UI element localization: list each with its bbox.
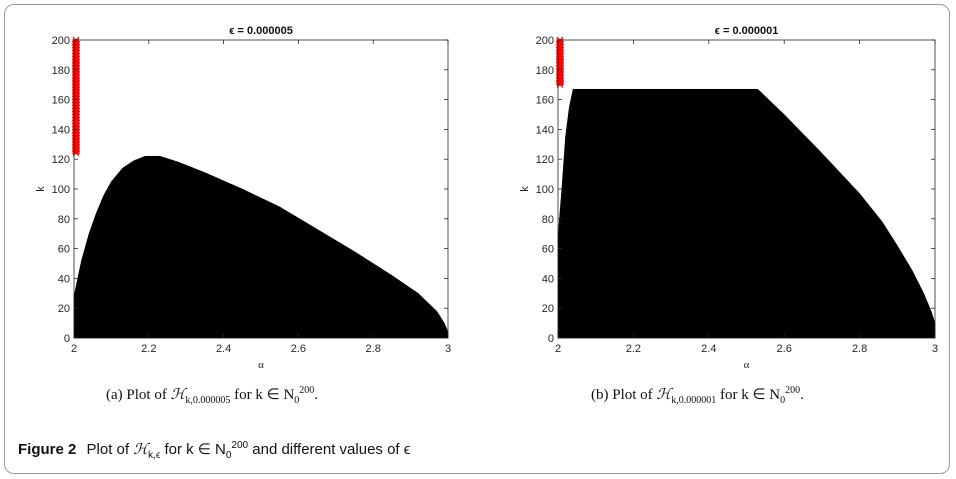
x-axis-label: α: [744, 359, 750, 371]
x-tick-label: 2.4: [216, 343, 231, 355]
x-tick-label: 2.2: [626, 343, 641, 355]
y-tick-label: 20: [58, 303, 70, 315]
y-tick-label: 140: [52, 124, 70, 136]
y-tick-label: 80: [58, 214, 70, 226]
x-tick-label: 2.6: [777, 343, 792, 355]
y-tick-label: 180: [536, 65, 554, 77]
x-tick-label: 3: [445, 343, 451, 355]
x-tick-label: 2.8: [852, 343, 867, 355]
figure-caption: Figure 2 Plot of ℋk,ϵ for k ∈ N0200 and …: [18, 440, 411, 461]
x-tick-label: 2.4: [701, 343, 716, 355]
y-tick-label: 200: [52, 35, 70, 47]
figure-label: Figure 2: [18, 441, 77, 458]
subcaption-a: (a) Plot of ℋk,0.000005 for k ∈ N0200.: [106, 385, 319, 406]
y-tick-label: 40: [58, 273, 70, 285]
y-tick-label: 40: [542, 273, 554, 285]
y-tick-label: 100: [536, 184, 554, 196]
y-axis-label: k: [35, 186, 47, 192]
x-axis-label: α: [258, 359, 264, 371]
y-tick-label: 0: [64, 333, 70, 345]
x-tick-label: 2: [555, 343, 561, 355]
x-tick-label: 2: [71, 343, 77, 355]
y-tick-label: 160: [52, 95, 70, 107]
chart-title: ϵ = 0.000001: [715, 25, 779, 37]
filled-region: [73, 155, 449, 339]
y-tick-label: 120: [536, 154, 554, 166]
chart-title: ϵ = 0.000005: [229, 25, 293, 37]
y-axis-label: k: [519, 186, 531, 192]
y-tick-label: 100: [52, 184, 70, 196]
y-tick-label: 180: [52, 65, 70, 77]
y-tick-label: 80: [542, 214, 554, 226]
x-tick-label: 3: [932, 343, 938, 355]
x-tick-label: 2.2: [141, 343, 156, 355]
y-tick-label: 20: [542, 303, 554, 315]
y-tick-label: 0: [548, 333, 554, 345]
subcaption-b: (b) Plot of ℋk,0.000001 for k ∈ N0200.: [591, 385, 804, 406]
x-tick-label: 2.6: [291, 343, 306, 355]
x-tick-label: 2.8: [366, 343, 381, 355]
y-tick-label: 140: [536, 124, 554, 136]
y-tick-label: 160: [536, 95, 554, 107]
y-tick-label: 120: [52, 154, 70, 166]
filled-region: [557, 88, 936, 339]
y-tick-label: 60: [542, 244, 554, 256]
y-tick-label: 200: [536, 35, 554, 47]
y-tick-label: 60: [58, 244, 70, 256]
